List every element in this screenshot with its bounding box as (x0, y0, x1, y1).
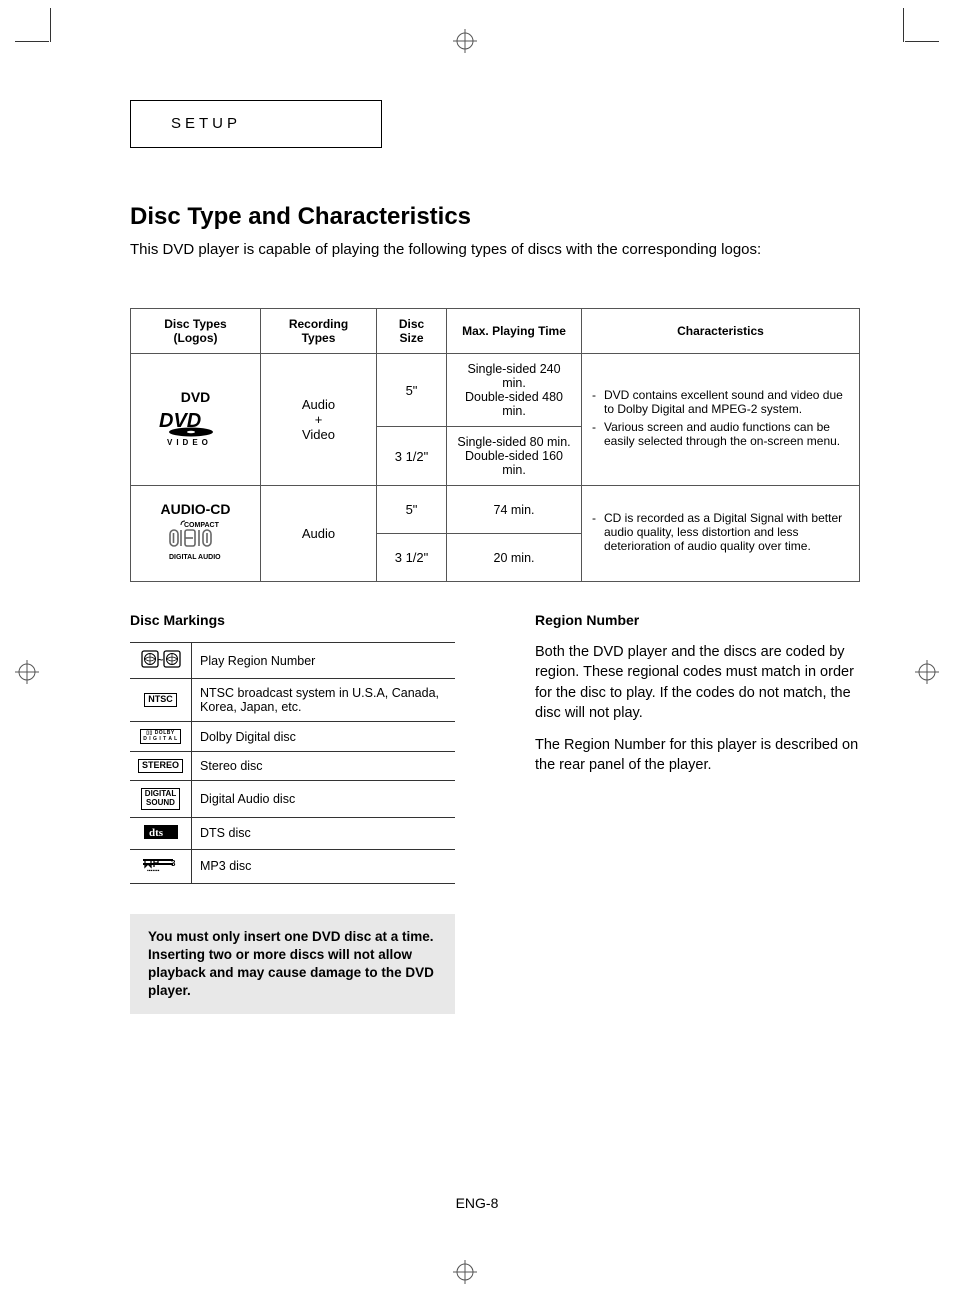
disc-type-table: Disc Types (Logos) Recording Types Disc … (130, 308, 860, 582)
dolby-digital-icon: ▯▯ DOLBYD I G I T A L (130, 722, 192, 752)
mp3-icon: 3 ▪▪▪▪▪▪▪ (130, 849, 192, 883)
markings-heading: Disc Markings (130, 612, 455, 628)
cd-recording: Audio (261, 486, 377, 582)
marking-row: STEREO Stereo disc (130, 752, 455, 781)
cd-size-2: 3 1/2" (377, 534, 447, 582)
svg-text:VIDEO: VIDEO (167, 438, 212, 447)
marking-row: 3 ▪▪▪▪▪▪▪ MP3 disc (130, 849, 455, 883)
registration-mark-left (15, 660, 39, 684)
marking-row: ▯▯ DOLBYD I G I T A L Dolby Digital disc (130, 722, 455, 752)
stereo-icon: STEREO (130, 752, 192, 781)
cd-label: AUDIO-CD (141, 501, 250, 517)
svg-text:~: ~ (158, 655, 163, 665)
markings-table: ~ Play Region Number NTSC NTSC broadcast… (130, 642, 455, 884)
region-heading: Region Number (535, 612, 860, 628)
marking-desc: NTSC broadcast system in U.S.A, Canada, … (192, 679, 455, 722)
th-disc-types: Disc Types (Logos) (131, 309, 261, 354)
ntsc-icon: NTSC (130, 679, 192, 722)
cd-time-2: 20 min. (447, 534, 582, 582)
cd-size-1: 5" (377, 486, 447, 534)
crop-mark (15, 41, 49, 42)
th-recording: Recording Types (261, 309, 377, 354)
dvd-time-2: Single-sided 80 min. Double-sided 160 mi… (447, 427, 582, 486)
marking-desc: DTS disc (192, 817, 455, 849)
marking-row: NTSC NTSC broadcast system in U.S.A, Can… (130, 679, 455, 722)
th-size: Disc Size (377, 309, 447, 354)
cd-time-1: 74 min. (447, 486, 582, 534)
svg-text:dts: dts (149, 827, 164, 839)
marking-desc: Stereo disc (192, 752, 455, 781)
region-number-icon: ~ (130, 643, 192, 679)
dvd-logo-cell: DVD DVD VIDEO (131, 354, 261, 486)
dvd-size-2: 3 1/2" (377, 427, 447, 486)
cd-logo-cell: AUDIO-CD COMPACT DIGITAL AUDIO (131, 486, 261, 582)
marking-desc: Digital Audio disc (192, 781, 455, 818)
warning-note: You must only insert one DVD disc at a t… (130, 914, 455, 1015)
marking-desc: Dolby Digital disc (192, 722, 455, 752)
region-p1: Both the DVD player and the discs are co… (535, 642, 860, 723)
dts-icon: dts (130, 817, 192, 849)
crop-mark (905, 41, 939, 42)
dvd-recording: Audio + Video (261, 354, 377, 486)
setup-header-box: SETUP (130, 100, 382, 148)
dvd-time-1: Single-sided 240 min. Double-sided 480 m… (447, 354, 582, 427)
page-number: ENG-8 (0, 1195, 954, 1211)
region-number-column: Region Number Both the DVD player and th… (535, 612, 860, 1014)
th-max-playing: Max. Playing Time (447, 309, 582, 354)
marking-row: DIGITALSOUND Digital Audio disc (130, 781, 455, 818)
svg-text:DIGITAL AUDIO: DIGITAL AUDIO (169, 554, 221, 561)
marking-row: dts DTS disc (130, 817, 455, 849)
marking-desc: MP3 disc (192, 849, 455, 883)
region-p2: The Region Number for this player is des… (535, 735, 860, 776)
dvd-video-logo-icon: DVD VIDEO (157, 411, 235, 447)
dvd-characteristics: DVD contains excellent sound and video d… (582, 354, 860, 486)
compact-disc-logo-icon: COMPACT DIGITAL AUDIO (161, 517, 231, 563)
marking-desc: Play Region Number (192, 643, 455, 679)
svg-text:3: 3 (171, 859, 176, 868)
crop-mark (903, 8, 904, 42)
svg-text:COMPACT: COMPACT (184, 522, 220, 529)
registration-mark-right (915, 660, 939, 684)
marking-row: ~ Play Region Number (130, 643, 455, 679)
page-content: SETUP Disc Type and Characteristics This… (130, 100, 860, 1014)
cd-characteristics: CD is recorded as a Digital Signal with … (582, 486, 860, 582)
dvd-label: DVD (141, 389, 250, 405)
digital-sound-icon: DIGITALSOUND (130, 781, 192, 818)
registration-mark-bottom (453, 1260, 477, 1284)
crop-mark (50, 8, 51, 42)
setup-label: SETUP (171, 115, 241, 132)
page-title: Disc Type and Characteristics (130, 203, 860, 231)
disc-markings-column: Disc Markings ~ Play R (130, 612, 455, 1014)
intro-text: This DVD player is capable of playing th… (130, 241, 860, 258)
svg-text:▪▪▪▪▪▪▪: ▪▪▪▪▪▪▪ (147, 868, 160, 873)
th-characteristics: Characteristics (582, 309, 860, 354)
dvd-size-1: 5" (377, 354, 447, 427)
registration-mark-top (453, 29, 477, 53)
